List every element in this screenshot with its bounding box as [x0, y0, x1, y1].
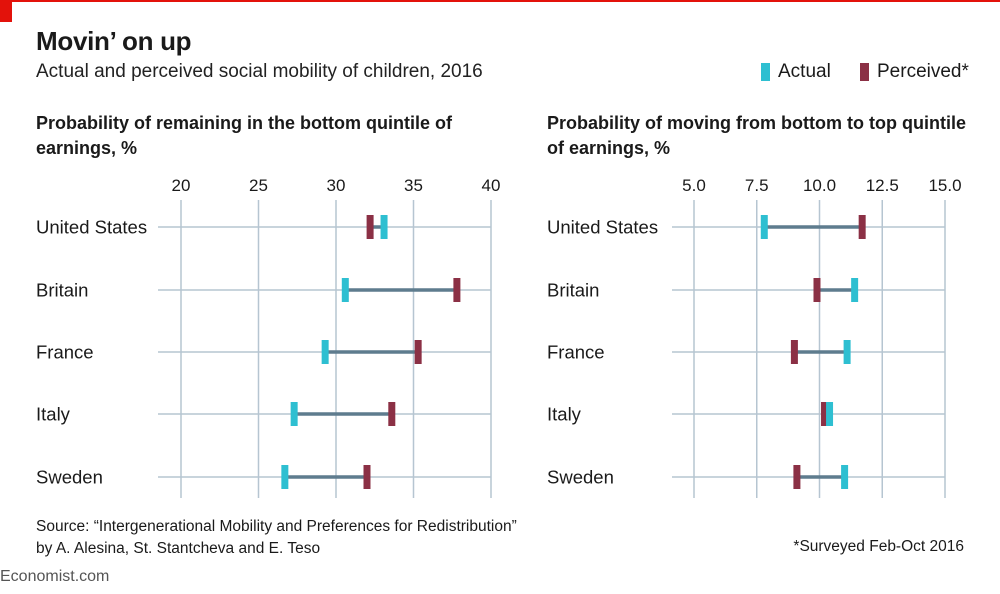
left-category-label: United States — [36, 217, 147, 238]
legend-actual-swatch — [761, 63, 770, 81]
left-category-label: Italy — [36, 404, 71, 425]
left-perceived-marker — [388, 402, 396, 426]
right-actual-marker — [760, 215, 768, 239]
left-actual-marker — [290, 402, 298, 426]
legend-perceived: Perceived* — [860, 61, 969, 83]
left-actual-marker — [281, 465, 289, 489]
panel-left-title: Probability of remaining in the bottom q… — [36, 113, 452, 158]
source-line-1: Source: “Intergenerational Mobility and … — [36, 518, 517, 535]
legend-perceived-swatch — [860, 63, 869, 81]
legend-actual: Actual — [761, 61, 831, 83]
left-category-label: France — [36, 342, 94, 363]
right-perceived-marker — [813, 278, 821, 302]
source-line-2: by A. Alesina, St. Stantcheva and E. Tes… — [36, 540, 321, 557]
left-perceived-marker — [366, 215, 374, 239]
right-tick-label: 10.0 — [803, 176, 836, 195]
right-category-label: France — [547, 342, 605, 363]
left-perceived-marker — [363, 465, 371, 489]
left-tick-label: 20 — [172, 176, 191, 195]
right-actual-marker — [841, 465, 849, 489]
right-actual-marker — [843, 340, 851, 364]
right-actual-marker — [851, 278, 859, 302]
right-tick-label: 12.5 — [866, 176, 899, 195]
right-perceived-marker — [790, 340, 798, 364]
top-rule — [0, 0, 1000, 2]
legend-actual-label: Actual — [778, 61, 831, 82]
left-perceived-marker — [414, 340, 422, 364]
right-tick-label: 15.0 — [928, 176, 961, 195]
left-tick-label: 40 — [482, 176, 501, 195]
right-category-label: United States — [547, 217, 658, 238]
right-category-label: Britain — [547, 280, 599, 301]
chart-subtitle: Actual and perceived social mobility of … — [36, 61, 483, 82]
left-perceived-marker — [453, 278, 461, 302]
right-category-label: Sweden — [547, 467, 614, 488]
panel-right-title: Probability of moving from bottom to top… — [547, 113, 966, 158]
left-category-label: Britain — [36, 280, 88, 301]
brand-label: Economist.com — [0, 568, 110, 585]
left-actual-marker — [380, 215, 388, 239]
right-tick-label: 5.0 — [682, 176, 706, 195]
right-category-label: Italy — [547, 404, 582, 425]
right-perceived-marker — [858, 215, 866, 239]
left-tick-label: 25 — [249, 176, 268, 195]
survey-note: *Surveyed Feb-Oct 2016 — [793, 538, 964, 555]
left-tick-label: 30 — [327, 176, 346, 195]
legend-perceived-label: Perceived* — [877, 61, 969, 82]
right-perceived-marker — [821, 402, 829, 426]
left-category-label: Sweden — [36, 467, 103, 488]
source-note: Source: “Intergenerational Mobility and … — [36, 516, 676, 560]
left-actual-marker — [321, 340, 329, 364]
right-tick-label: 7.5 — [745, 176, 769, 195]
red-tag — [0, 0, 12, 22]
right-actual-marker — [826, 402, 834, 426]
left-tick-label: 35 — [404, 176, 423, 195]
chart-title: Movin’ on up — [36, 26, 192, 56]
right-perceived-marker — [793, 465, 801, 489]
left-actual-marker — [341, 278, 349, 302]
